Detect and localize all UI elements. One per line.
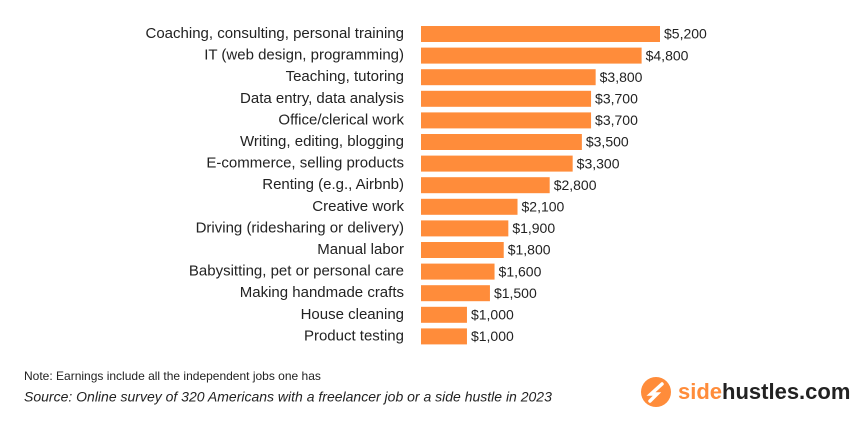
value-label: $3,700 xyxy=(595,112,638,128)
category-label: Writing, editing, blogging xyxy=(240,133,404,150)
bar xyxy=(421,134,582,150)
category-label: Manual labor xyxy=(317,241,404,258)
category-label: Coaching, consulting, personal training xyxy=(146,25,405,42)
source: Source: Online survey of 320 Americans w… xyxy=(24,389,552,405)
value-label: $2,800 xyxy=(554,177,597,193)
logo: sidehustles.com xyxy=(641,377,850,407)
value-label: $3,700 xyxy=(595,91,638,107)
value-label: $3,800 xyxy=(600,69,643,85)
bar xyxy=(421,306,467,323)
bar xyxy=(421,90,592,107)
category-label: E-commerce, selling products xyxy=(206,155,404,172)
value-label: $3,500 xyxy=(586,134,629,150)
category-label: Office/clerical work xyxy=(278,111,404,128)
logo-icon xyxy=(641,377,671,407)
logo-icon-mark xyxy=(646,382,664,403)
logo-part: hustles.com xyxy=(722,379,850,404)
note: Note: Earnings include all the independe… xyxy=(24,369,321,383)
value-label: $1,600 xyxy=(499,263,542,279)
bar xyxy=(421,177,550,194)
category-label: Product testing xyxy=(304,327,404,344)
bar xyxy=(421,285,490,302)
value-label: $1,800 xyxy=(508,242,551,258)
category-label: Renting (e.g., Airbnb) xyxy=(262,176,404,193)
category-label: Creative work xyxy=(312,198,404,215)
bar xyxy=(421,242,504,258)
bar xyxy=(421,328,467,345)
bar xyxy=(421,47,642,64)
bar xyxy=(421,155,573,172)
bar xyxy=(421,220,509,237)
category-label: Babysitting, pet or personal care xyxy=(189,263,404,280)
category-label: Driving (ridesharing or delivery) xyxy=(196,219,404,236)
value-label: $1,000 xyxy=(471,307,514,323)
category-label: Making handmade crafts xyxy=(240,284,404,301)
category-label: IT (web design, programming) xyxy=(204,47,404,64)
value-label: $2,100 xyxy=(522,199,565,215)
value-label: $4,800 xyxy=(646,47,689,63)
category-label: Teaching, tutoring xyxy=(286,68,404,85)
bar xyxy=(421,69,596,86)
bar xyxy=(421,26,660,42)
logo-text: sidehustles.com xyxy=(678,379,850,404)
category-label: House cleaning xyxy=(301,306,404,323)
value-label: $1,500 xyxy=(494,285,537,301)
value-label: $1,000 xyxy=(471,328,514,344)
bar xyxy=(421,112,592,129)
category-label: Data entry, data analysis xyxy=(240,90,404,107)
value-label: $3,300 xyxy=(577,155,620,171)
bar xyxy=(421,198,518,215)
value-label: $5,200 xyxy=(664,26,707,42)
bar xyxy=(421,263,495,280)
value-label: $1,900 xyxy=(512,220,555,236)
logo-part: side xyxy=(678,379,722,404)
